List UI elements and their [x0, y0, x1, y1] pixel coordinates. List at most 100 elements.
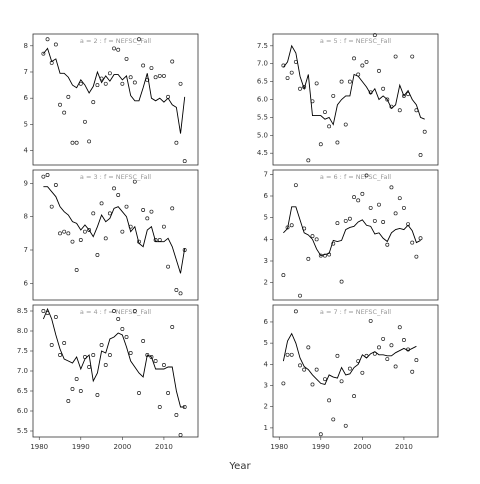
data-point [182, 159, 187, 164]
data-point [78, 238, 83, 242]
data-point [95, 253, 100, 257]
data-point [99, 201, 104, 206]
data-point [298, 86, 302, 91]
data-point [364, 59, 369, 64]
data-point [397, 108, 402, 113]
y-tick-label: 5 [24, 120, 28, 128]
data-point [53, 183, 58, 187]
data-point [91, 211, 96, 216]
data-point [285, 352, 290, 357]
data-point [310, 234, 315, 239]
data-point [335, 140, 340, 145]
data-point [53, 315, 58, 319]
data-point [157, 238, 162, 242]
data-point [91, 353, 96, 357]
data-point [401, 93, 406, 98]
data-point [157, 405, 162, 409]
data-point [414, 358, 419, 363]
data-point [360, 63, 365, 68]
data-point [149, 209, 154, 214]
y-tick-label: 5 [264, 339, 268, 347]
trend-line [42, 307, 185, 408]
data-point [70, 140, 75, 145]
data-point [368, 205, 373, 210]
data-point [289, 352, 294, 357]
data-point [95, 393, 100, 397]
y-tick-label: 7 [24, 246, 28, 254]
data-point [161, 73, 166, 78]
data-point [331, 93, 336, 98]
panel-title: a = 7 : f = NEFSC_Fall [320, 308, 391, 316]
data-point [107, 211, 112, 216]
y-tick-label: 3 [264, 382, 268, 390]
data-point [381, 86, 386, 91]
data-point [74, 140, 79, 145]
data-point [120, 229, 125, 234]
data-point [393, 54, 398, 59]
data-point [58, 231, 62, 236]
data-point [174, 140, 179, 145]
data-point [377, 68, 381, 73]
data-point [107, 353, 112, 357]
data-point [178, 291, 183, 296]
trend-line [283, 206, 421, 257]
data-point [128, 75, 133, 80]
panel-title: a = 3 : f = NEFSC_Fall [80, 173, 151, 181]
data-point [298, 293, 302, 298]
y-tick-label: 6 [24, 94, 29, 102]
data-point [397, 196, 402, 201]
x-tick-label: 2000 [113, 443, 131, 451]
y-tick-label: 8 [24, 42, 28, 50]
data-point [289, 70, 294, 75]
data-point [314, 81, 319, 86]
x-tick-label: 1980 [270, 443, 288, 451]
data-point [87, 365, 92, 369]
y-tick-label: 6 [24, 279, 29, 287]
y-tick-label: 7.0 [17, 367, 28, 375]
data-point [323, 253, 327, 258]
data-point [385, 97, 390, 102]
y-tick-label: 8 [24, 213, 28, 221]
data-point [343, 122, 348, 127]
data-point [103, 236, 108, 241]
data-point [161, 224, 166, 229]
y-tick-label: 4.5 [257, 149, 268, 157]
y-tick-label: 4 [24, 147, 29, 155]
data-point [66, 231, 71, 236]
y-tick-label: 2 [264, 279, 268, 287]
data-point [53, 42, 58, 47]
y-tick-label: 8.5 [17, 307, 28, 315]
data-point [141, 339, 146, 343]
data-point [112, 186, 116, 191]
data-point [347, 79, 352, 84]
data-point [410, 369, 415, 374]
data-point [306, 158, 311, 163]
data-point [281, 273, 286, 278]
data-point [356, 198, 361, 203]
data-point [285, 76, 290, 80]
data-point [49, 204, 54, 209]
y-tick-label: 7.0 [257, 60, 268, 68]
data-point [70, 387, 75, 391]
data-point [178, 81, 183, 86]
data-point [327, 124, 332, 129]
data-point [339, 379, 344, 384]
data-point [318, 432, 323, 437]
data-point [339, 79, 344, 84]
y-tick-label: 6.5 [17, 387, 28, 395]
data-point [170, 206, 175, 211]
trend-line [43, 186, 186, 274]
data-point [422, 129, 427, 134]
data-point [393, 364, 398, 369]
panel-title: a = 5 : f = NEFSC_Fall [320, 37, 391, 45]
data-point [418, 236, 423, 241]
x-tick-label: 2010 [395, 443, 413, 451]
data-point [132, 80, 137, 85]
data-point [58, 353, 62, 357]
data-point [178, 433, 183, 437]
data-point [401, 205, 406, 210]
data-point [418, 153, 423, 157]
data-point [62, 229, 67, 234]
data-point [66, 94, 71, 99]
trend-line [43, 47, 186, 134]
